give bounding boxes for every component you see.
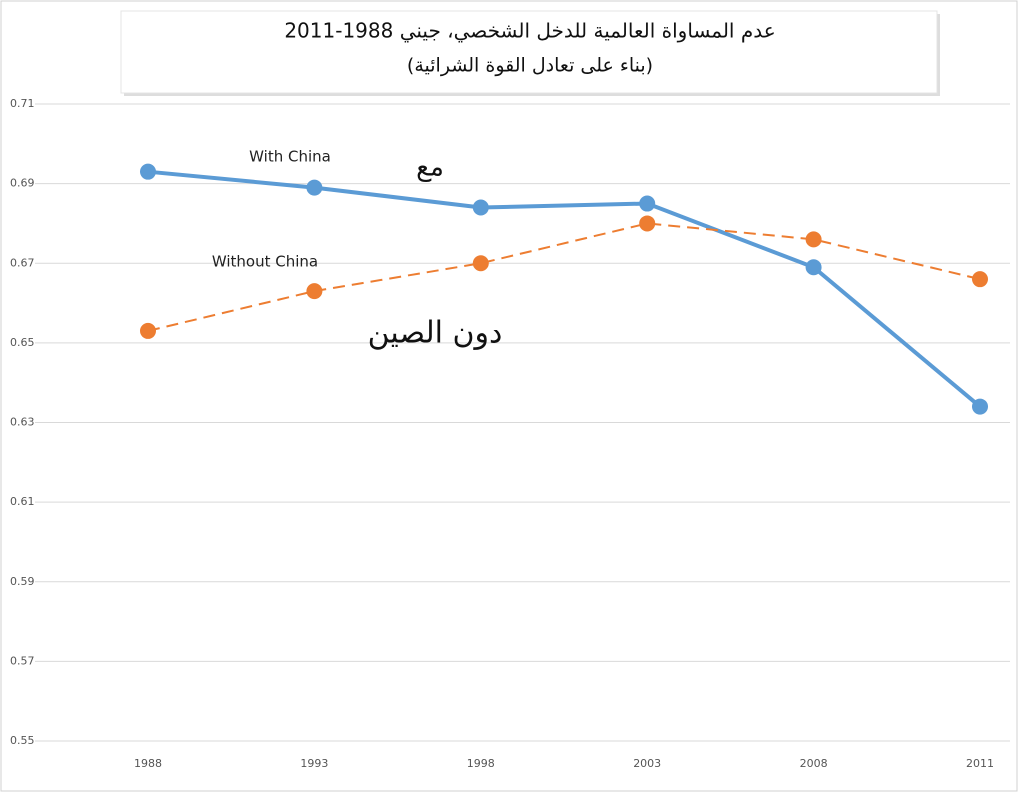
x-tick-label: 2011 — [966, 757, 994, 770]
series-line — [147, 222, 981, 332]
data-point — [472, 255, 489, 272]
chart-subtitle: (بناء على تعادل القوة الشرائية) — [407, 55, 653, 77]
y-tick-label: 0.67 — [10, 256, 35, 269]
data-point — [639, 215, 656, 232]
x-tick-label: 1993 — [300, 757, 328, 770]
y-tick-label: 0.69 — [10, 177, 35, 190]
title-box — [120, 10, 938, 94]
y-tick-label: 0.71 — [10, 97, 35, 110]
data-point — [805, 231, 822, 248]
data-point — [639, 195, 656, 212]
data-point — [140, 322, 156, 339]
data-point — [472, 199, 489, 216]
y-tick-label: 0.63 — [10, 416, 35, 429]
data-point — [306, 283, 323, 300]
x-tick-label: 1988 — [134, 757, 162, 770]
y-tick-label: 0.61 — [10, 495, 35, 508]
data-point — [140, 163, 156, 180]
series-line — [147, 169, 982, 409]
data-point — [805, 259, 822, 276]
data-point — [972, 398, 988, 415]
x-tick-label: 2008 — [800, 757, 828, 770]
y-tick-label: 0.59 — [10, 575, 35, 588]
y-tick-label: 0.65 — [10, 336, 35, 349]
series-label: Without China — [212, 253, 318, 271]
y-tick-label: 0.57 — [10, 654, 35, 667]
series-label: With China — [249, 148, 331, 166]
annotation: مع — [416, 153, 444, 183]
y-tick-label: 0.55 — [10, 734, 35, 747]
data-point — [972, 271, 988, 288]
annotation: دون الصين — [368, 316, 503, 351]
x-tick-label: 1998 — [467, 757, 495, 770]
chart-title: عدم المساواة العالمية للدخل الشخصي، جيني… — [284, 19, 775, 44]
data-point — [306, 179, 323, 196]
x-tick-label: 2003 — [633, 757, 661, 770]
